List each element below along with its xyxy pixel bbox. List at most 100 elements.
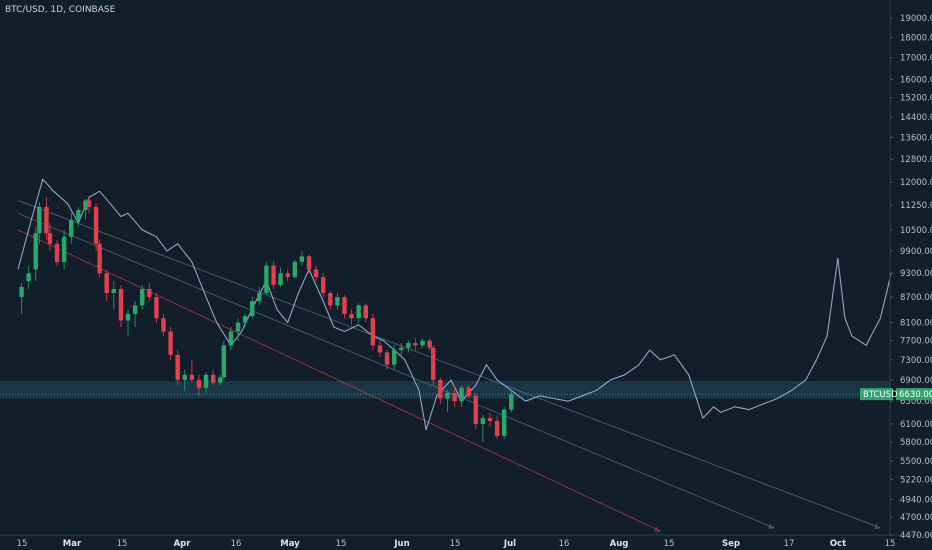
- price-tick-label: 4940.00: [900, 495, 932, 505]
- price-tick-label: 5220.00: [900, 476, 932, 486]
- time-tick-label: 16: [559, 539, 570, 549]
- candle-body: [250, 301, 255, 317]
- candle: [147, 282, 152, 302]
- candle: [278, 267, 283, 287]
- candle-body: [54, 243, 60, 262]
- candle: [118, 284, 124, 328]
- candle: [445, 390, 450, 413]
- candle: [19, 282, 24, 314]
- price-tick-label: 11250.00: [900, 201, 932, 211]
- candle-body: [26, 273, 31, 282]
- candle: [203, 372, 209, 394]
- candle-body: [384, 352, 390, 365]
- time-tick-label: Jul: [503, 539, 516, 549]
- candle-body: [132, 305, 138, 314]
- candle-body: [218, 377, 223, 383]
- candle-body: [391, 350, 397, 365]
- time-tick-label: Aug: [610, 539, 629, 549]
- candle-body: [221, 345, 227, 378]
- candle: [93, 203, 99, 251]
- price-tick-label: 7700.00: [900, 337, 932, 347]
- candle-body: [292, 261, 298, 278]
- candle-body: [189, 374, 195, 380]
- candle: [320, 273, 326, 298]
- price-tick-label: 5800.00: [900, 438, 932, 448]
- candle: [76, 206, 81, 227]
- candle-body: [61, 236, 67, 262]
- candle: [487, 412, 493, 427]
- candle: [363, 303, 368, 323]
- candle-body: [320, 277, 326, 293]
- symbol-badge: BTCUSD: [863, 390, 898, 400]
- trendline-3[interactable]: [17, 200, 881, 529]
- candle-body: [93, 206, 99, 244]
- candle: [264, 261, 269, 296]
- candle: [438, 377, 443, 404]
- candle-body: [313, 269, 319, 278]
- time-tick-label: 15: [336, 539, 347, 549]
- candle: [182, 369, 187, 391]
- candle: [356, 303, 361, 323]
- candle: [61, 229, 67, 270]
- candle: [221, 340, 227, 380]
- candle-body: [335, 297, 340, 306]
- candle: [299, 250, 305, 266]
- price-tick-label: 19000.00: [900, 14, 932, 24]
- candle-body: [203, 374, 209, 388]
- price-tick-label: 15200.00: [900, 94, 932, 104]
- candle: [306, 254, 312, 274]
- candle-body: [459, 387, 464, 402]
- trendline-arrow-1: [654, 526, 661, 532]
- candle: [342, 295, 347, 319]
- candle: [377, 340, 383, 358]
- candle-body: [242, 316, 248, 323]
- support-zone-band[interactable]: [0, 380, 890, 399]
- candle-body: [235, 322, 241, 332]
- candle-body: [118, 288, 124, 321]
- time-tick-label: 15: [885, 539, 896, 549]
- candle-body: [19, 286, 24, 298]
- candle-body: [494, 421, 500, 436]
- time-tick-label: Mar: [63, 539, 82, 549]
- candle: [154, 292, 159, 323]
- candle-body: [47, 233, 53, 244]
- candle-body: [452, 393, 457, 402]
- time-tick-label: Apr: [174, 539, 192, 549]
- candle: [235, 318, 241, 341]
- candle-body: [278, 273, 283, 285]
- candle-body: [44, 206, 49, 234]
- candle: [196, 374, 202, 396]
- candle: [104, 269, 109, 302]
- candle-body: [342, 297, 347, 314]
- candle: [384, 350, 390, 370]
- time-tick-label: 15: [664, 539, 675, 549]
- candle-body: [328, 292, 333, 306]
- candle-body: [264, 265, 269, 293]
- candle: [391, 345, 397, 370]
- price-tick-label: 10500.00: [900, 226, 932, 236]
- overlay-line-layer: [17, 178, 892, 431]
- trendline-1[interactable]: [17, 229, 661, 532]
- price-tick-label: 6500.00: [900, 397, 932, 407]
- symbol-badge-bg: [860, 388, 893, 401]
- candle: [161, 313, 166, 337]
- candle-body: [175, 354, 180, 380]
- candle-body: [161, 318, 166, 332]
- candle-body: [154, 297, 159, 319]
- trendlines-layer[interactable]: [17, 200, 881, 532]
- price-tick-label: 8700.00: [900, 293, 932, 303]
- candle-body: [413, 343, 418, 346]
- symbol-title: BTC/USD, 1D, COINBASE: [5, 5, 116, 15]
- time-tick-label: Oct: [830, 539, 846, 549]
- candle: [335, 292, 340, 310]
- trendline-2[interactable]: [17, 212, 775, 529]
- candle-body: [37, 206, 42, 234]
- candle-body: [399, 347, 404, 351]
- candle: [473, 393, 478, 430]
- time-tick-label: 17: [784, 539, 795, 549]
- candle-body: [228, 331, 234, 346]
- candle-body: [140, 288, 145, 306]
- candle: [452, 385, 457, 407]
- price-tick-label: 4700.00: [900, 513, 932, 523]
